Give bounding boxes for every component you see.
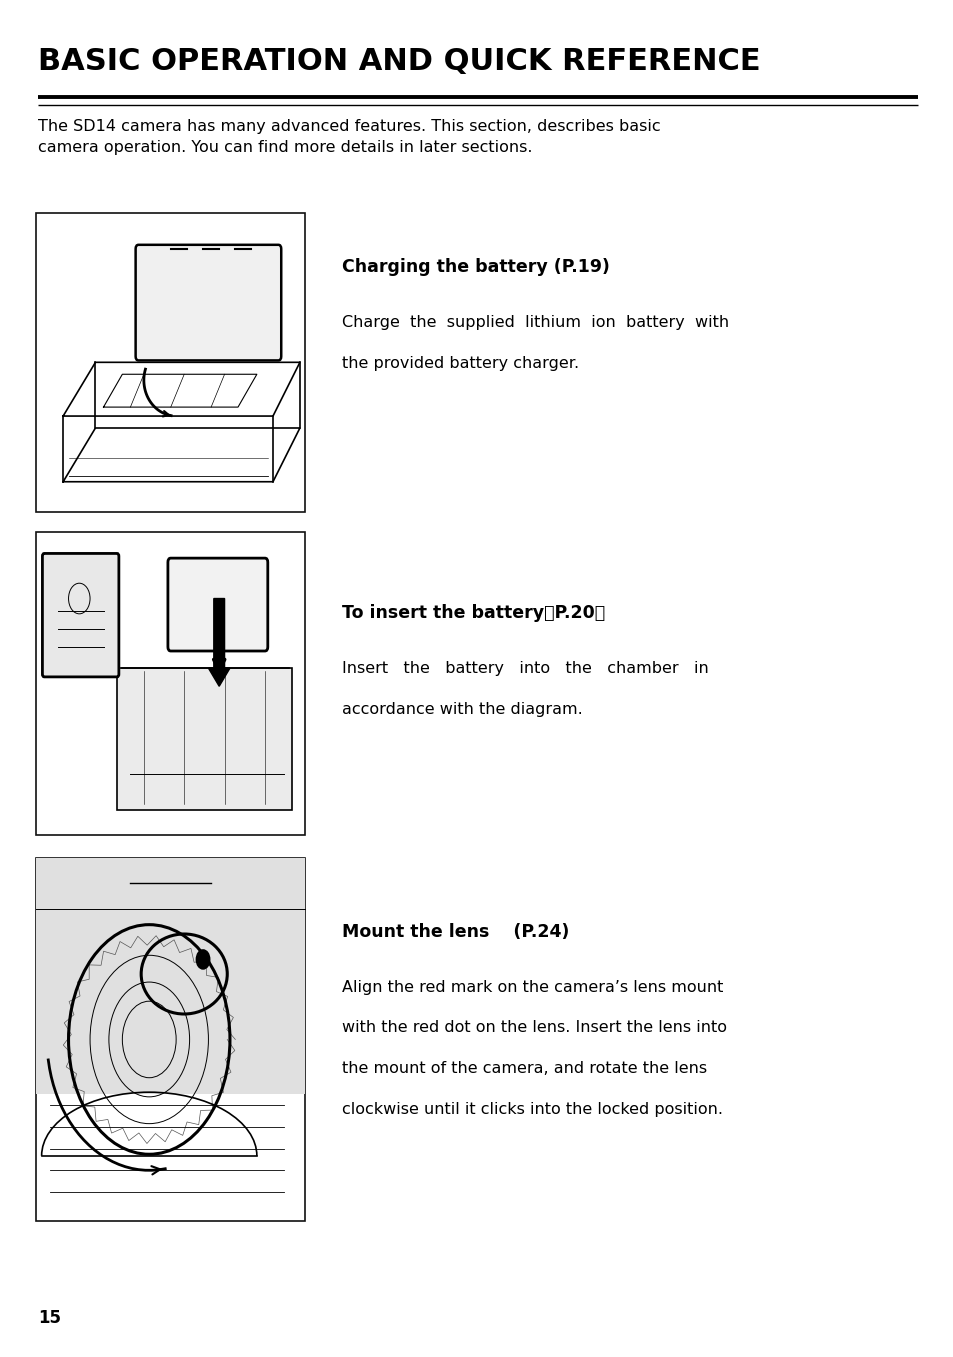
Bar [36, 858, 305, 1221]
Text: accordance with the diagram.: accordance with the diagram. [341, 702, 581, 716]
Bar [36, 213, 305, 512]
Circle shape [196, 950, 210, 969]
Text: Mount the lens    (P.24): Mount the lens (P.24) [341, 923, 568, 940]
Bar [36, 858, 305, 1094]
Text: The SD14 camera has many advanced features. This section, describes basic: The SD14 camera has many advanced featur… [38, 119, 660, 134]
Bar [36, 532, 305, 835]
Text: Align the red mark on the camera’s lens mount: Align the red mark on the camera’s lens … [341, 980, 722, 995]
Text: the provided battery charger.: the provided battery charger. [341, 356, 578, 370]
Text: BASIC OPERATION AND QUICK REFERENCE: BASIC OPERATION AND QUICK REFERENCE [38, 47, 760, 76]
FancyBboxPatch shape [168, 558, 268, 651]
FancyArrow shape [208, 598, 230, 687]
Text: the mount of the camera, and rotate the lens: the mount of the camera, and rotate the … [341, 1061, 706, 1076]
Polygon shape [117, 668, 292, 810]
Text: clockwise until it clicks into the locked position.: clockwise until it clicks into the locke… [341, 1102, 721, 1117]
FancyBboxPatch shape [42, 554, 119, 677]
Text: with the red dot on the lens. Insert the lens into: with the red dot on the lens. Insert the… [341, 1020, 726, 1035]
Text: camera operation. You can find more details in later sections.: camera operation. You can find more deta… [38, 140, 532, 155]
FancyBboxPatch shape [135, 244, 281, 361]
Text: Charging the battery (P.19): Charging the battery (P.19) [341, 258, 609, 275]
Text: To insert the battery（P.20）: To insert the battery（P.20） [341, 604, 604, 622]
Text: Insert   the   battery   into   the   chamber   in: Insert the battery into the chamber in [341, 661, 707, 676]
Text: Charge  the  supplied  lithium  ion  battery  with: Charge the supplied lithium ion battery … [341, 315, 728, 330]
Text: 15: 15 [38, 1310, 61, 1327]
